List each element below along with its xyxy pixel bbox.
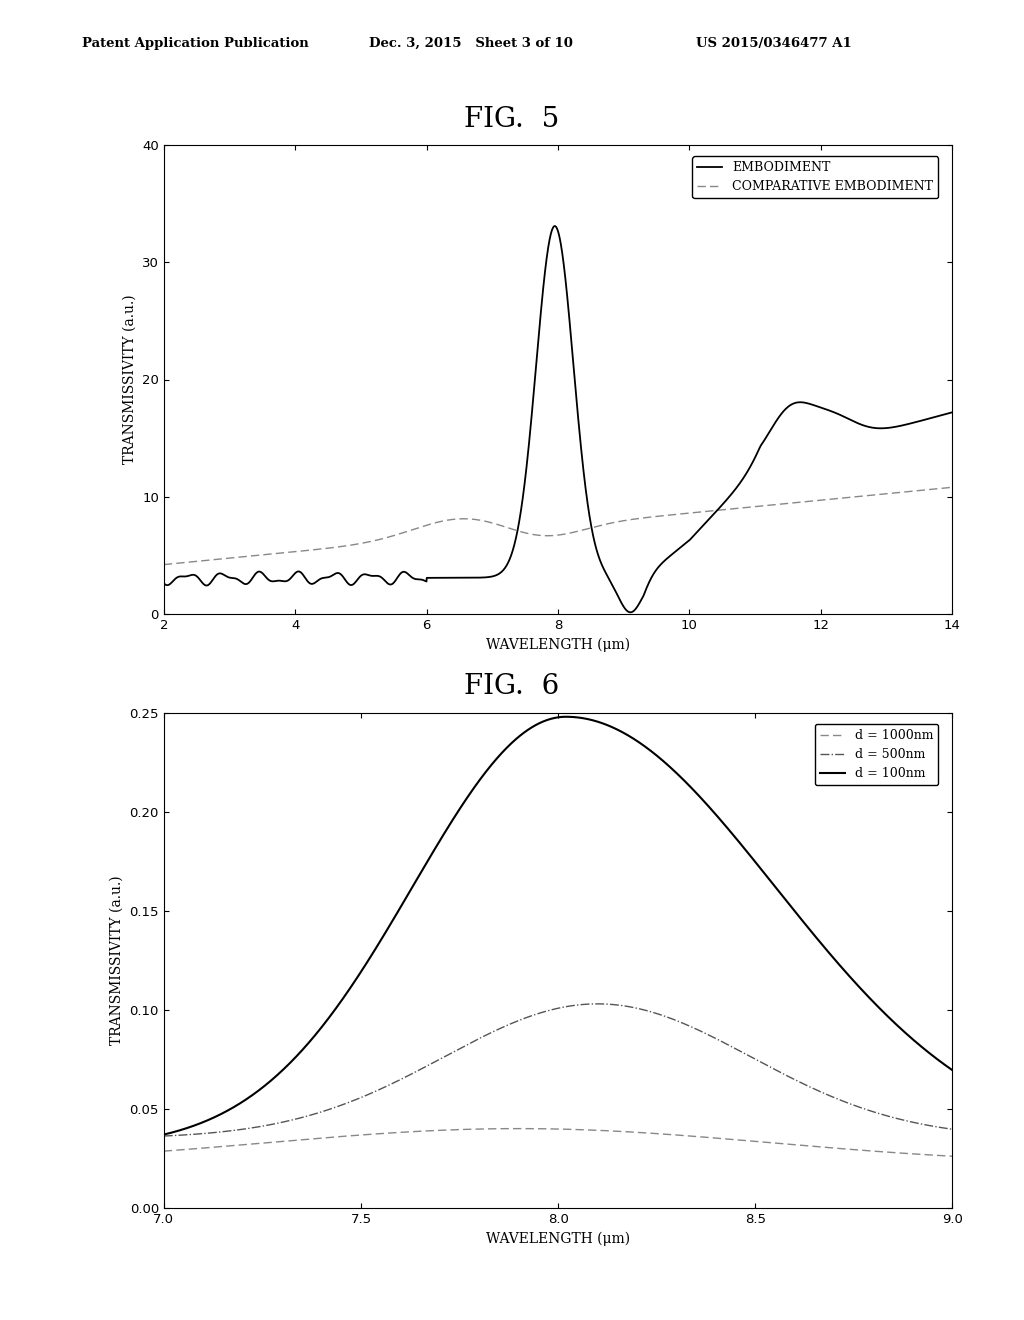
Text: US 2015/0346477 A1: US 2015/0346477 A1: [696, 37, 852, 50]
Legend: EMBODIMENT, COMPARATIVE EMBODIMENT: EMBODIMENT, COMPARATIVE EMBODIMENT: [692, 156, 938, 198]
X-axis label: WAVELENGTH (μm): WAVELENGTH (μm): [486, 1232, 630, 1246]
Y-axis label: TRANSMISSIVITY (a.u.): TRANSMISSIVITY (a.u.): [110, 875, 124, 1045]
Legend: d = 1000nm, d = 500nm, d = 100nm: d = 1000nm, d = 500nm, d = 100nm: [815, 723, 938, 785]
X-axis label: WAVELENGTH (μm): WAVELENGTH (μm): [486, 638, 630, 652]
Text: Dec. 3, 2015   Sheet 3 of 10: Dec. 3, 2015 Sheet 3 of 10: [369, 37, 572, 50]
Text: FIG.  5: FIG. 5: [464, 106, 560, 132]
Y-axis label: TRANSMISSIVITY (a.u.): TRANSMISSIVITY (a.u.): [123, 294, 136, 465]
Text: Patent Application Publication: Patent Application Publication: [82, 37, 308, 50]
Text: FIG.  6: FIG. 6: [464, 673, 560, 700]
